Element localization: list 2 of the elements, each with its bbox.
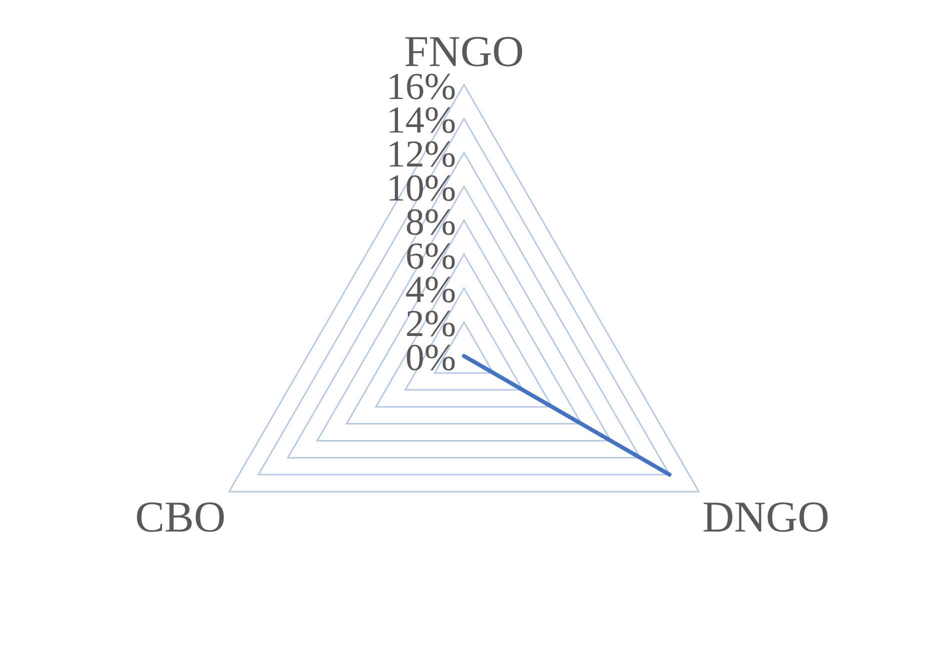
spoke-label: DNGO xyxy=(702,492,830,542)
spoke-label: CBO xyxy=(135,492,226,542)
